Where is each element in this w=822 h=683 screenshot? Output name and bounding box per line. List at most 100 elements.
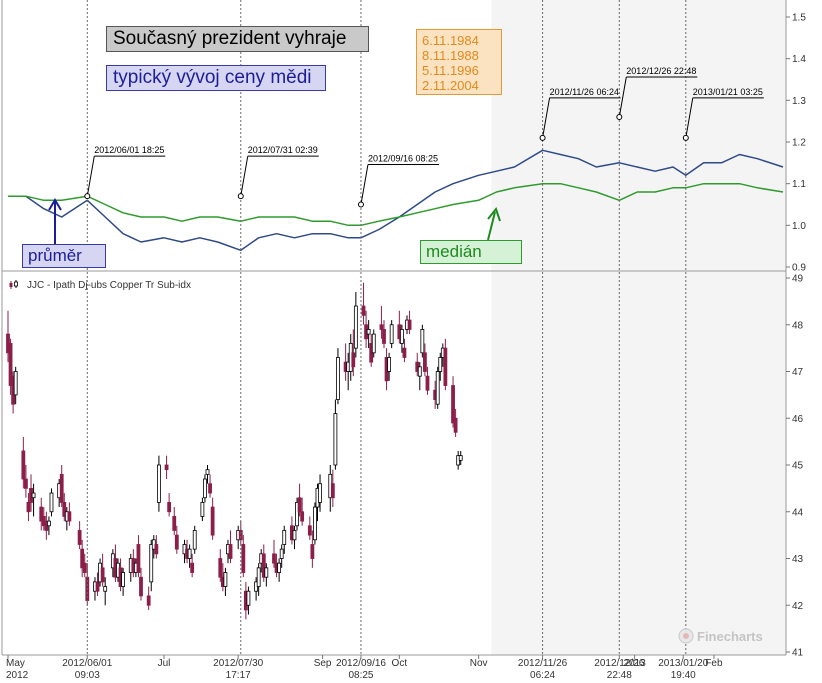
candle [13,366,18,405]
candle-body [256,567,261,587]
candle-body [154,544,159,555]
candle-body [313,506,317,541]
candle-body [39,506,44,522]
marker-callout: 2012/06/01 18:25 [84,145,166,200]
callout-leader [360,164,369,205]
candle-body [425,375,430,391]
candle-body [336,357,340,400]
candle [139,567,143,601]
candle [382,320,386,349]
election-dates-box: 6.11.1984 8.11.1988 5.11.1996 2.11.2004 [416,29,502,95]
x-tick-label: Sep [314,658,332,669]
candle [420,324,425,358]
y-tick-label: 1.2 [792,138,806,149]
candle-body [458,455,463,461]
candle [174,525,179,554]
candle [458,450,463,465]
median-label: medián [420,240,522,264]
candle [95,572,100,596]
marker-callouts: 2012/06/01 18:25 2012/07/31 02:39 2012/09/… [84,66,764,208]
median-line [8,182,784,227]
callout-label: 2012/09/16 08:25 [368,154,438,164]
candle [62,493,67,522]
candle [336,348,340,405]
candle [453,408,458,437]
candle [121,567,125,596]
callout-dot [357,201,364,208]
candle-legend-icon [9,280,18,289]
subtitle-annotation: typický vývoj ceny mědi [106,65,326,91]
candle [241,535,246,578]
candle-body [121,572,125,587]
callout-label: 2013/01/21 03:25 [693,87,763,97]
candle [366,320,371,349]
candle [146,586,151,610]
candle-body [382,329,386,344]
x-tick-label: 2012 [6,670,29,681]
x-tick-label: May [6,658,25,669]
candle [264,563,269,587]
panel-frames [1,0,787,656]
candle [47,516,51,536]
callout-leader [240,156,249,197]
pattern-panel [8,149,784,252]
candle-body [264,567,269,578]
candle [246,586,251,615]
callout-leader [618,76,627,118]
callout-leader [86,156,95,197]
candle [82,553,87,578]
candle [297,483,302,517]
callout-label: 2012/11/26 06:24 [550,87,619,97]
candle [26,493,31,522]
candle-body [272,553,276,564]
candle-body [164,464,169,471]
candle-body [351,352,356,368]
candle [313,502,317,545]
candle-body [361,305,366,316]
candle-body [310,544,315,559]
y-tick-label: 45 [792,461,804,472]
x-tick-label: 2012/07/30 [213,658,263,669]
candle [24,465,28,498]
average-label: průměr [22,244,106,268]
candle-body [77,530,82,545]
candle-body [423,352,427,372]
candle [59,465,64,508]
candle [389,320,394,349]
candle [307,516,312,540]
candle-body [187,548,192,559]
candle-body [139,576,143,597]
candle [261,544,266,582]
median-arrow [487,211,496,241]
candle-body [389,324,394,344]
candle-body [238,530,243,541]
candle [208,474,212,498]
candle [310,530,315,568]
candle [228,530,233,564]
candle [205,465,210,484]
candle-body [8,343,13,386]
candle-body [277,562,282,573]
candle-body [387,357,392,372]
candle [318,474,322,512]
candle [77,521,82,550]
callout-leader [685,97,694,138]
candle-body [379,324,384,330]
candle-body [443,347,448,386]
candle [31,483,36,517]
candle-body [241,544,246,573]
candle [256,563,261,596]
candle-body [172,516,177,531]
candle-body [208,483,212,494]
candle-body [407,319,412,330]
x-tick-label: Feb [705,658,723,669]
candle-body [228,544,233,559]
candle-body [21,450,26,480]
candle [361,282,366,325]
candle-body [31,492,36,499]
marker-callout: 2012/07/31 02:39 [237,145,319,200]
x-tick-label: Oct [392,658,408,669]
candle-body [282,530,287,545]
candle-body [402,347,407,358]
candle-body [366,329,371,335]
